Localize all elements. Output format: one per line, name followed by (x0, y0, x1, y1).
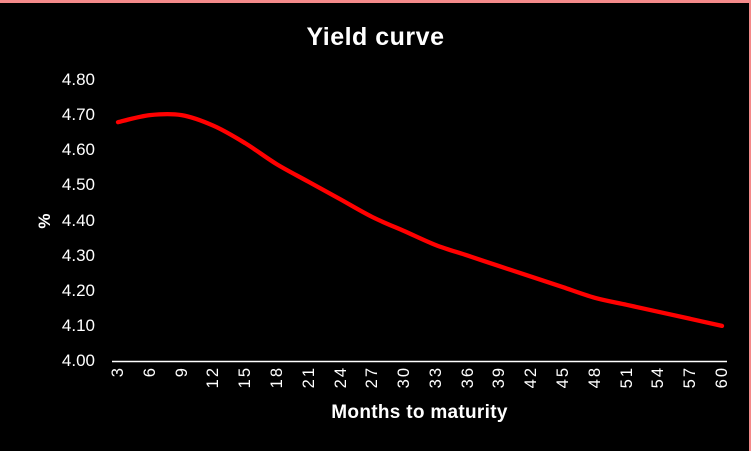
x-tick-label: 3 (109, 366, 127, 378)
x-tick-label: 18 (267, 366, 286, 389)
x-tick-label: 27 (363, 366, 382, 389)
y-tick-label: 4.80 (61, 70, 95, 89)
y-tick-label: 4.40 (61, 210, 95, 230)
x-tick-label: 39 (490, 366, 509, 389)
y-tick-label: 4.50 (61, 175, 95, 195)
x-tick-label: 54 (649, 366, 668, 389)
x-tick-label: 57 (681, 366, 700, 389)
y-tick-label: 4.20 (61, 280, 95, 300)
x-tick-label: 24 (331, 366, 350, 389)
x-tick-label: 42 (522, 366, 541, 389)
x-tick-label: 51 (617, 366, 636, 389)
x-tick-label: 30 (395, 366, 414, 389)
x-tick-label: 48 (585, 366, 604, 389)
y-tick-label: 4.30 (61, 245, 95, 265)
x-tick-label: 36 (458, 366, 477, 389)
plot-area (112, 111, 727, 363)
y-tick-label: 4.10 (61, 315, 95, 335)
y-tick-label: 4.70 (61, 105, 95, 125)
x-tick-label: 33 (426, 366, 445, 389)
x-tick-label: 15 (236, 366, 255, 389)
x-tick-label: 6 (140, 366, 159, 378)
yield-curve-line (115, 111, 725, 329)
y-tick-label: 4.60 (61, 140, 95, 160)
x-tick-label: 21 (299, 366, 318, 389)
x-tick-label: 45 (554, 366, 573, 389)
x-tick-label: 9 (172, 366, 191, 378)
y-tick-label: 4.00 (61, 351, 95, 370)
chart-title: Yield curve (306, 23, 445, 51)
x-axis-title: Months to maturity (331, 402, 508, 423)
x-tick-label: 12 (204, 366, 223, 389)
x-tick-label: 60 (713, 366, 731, 389)
